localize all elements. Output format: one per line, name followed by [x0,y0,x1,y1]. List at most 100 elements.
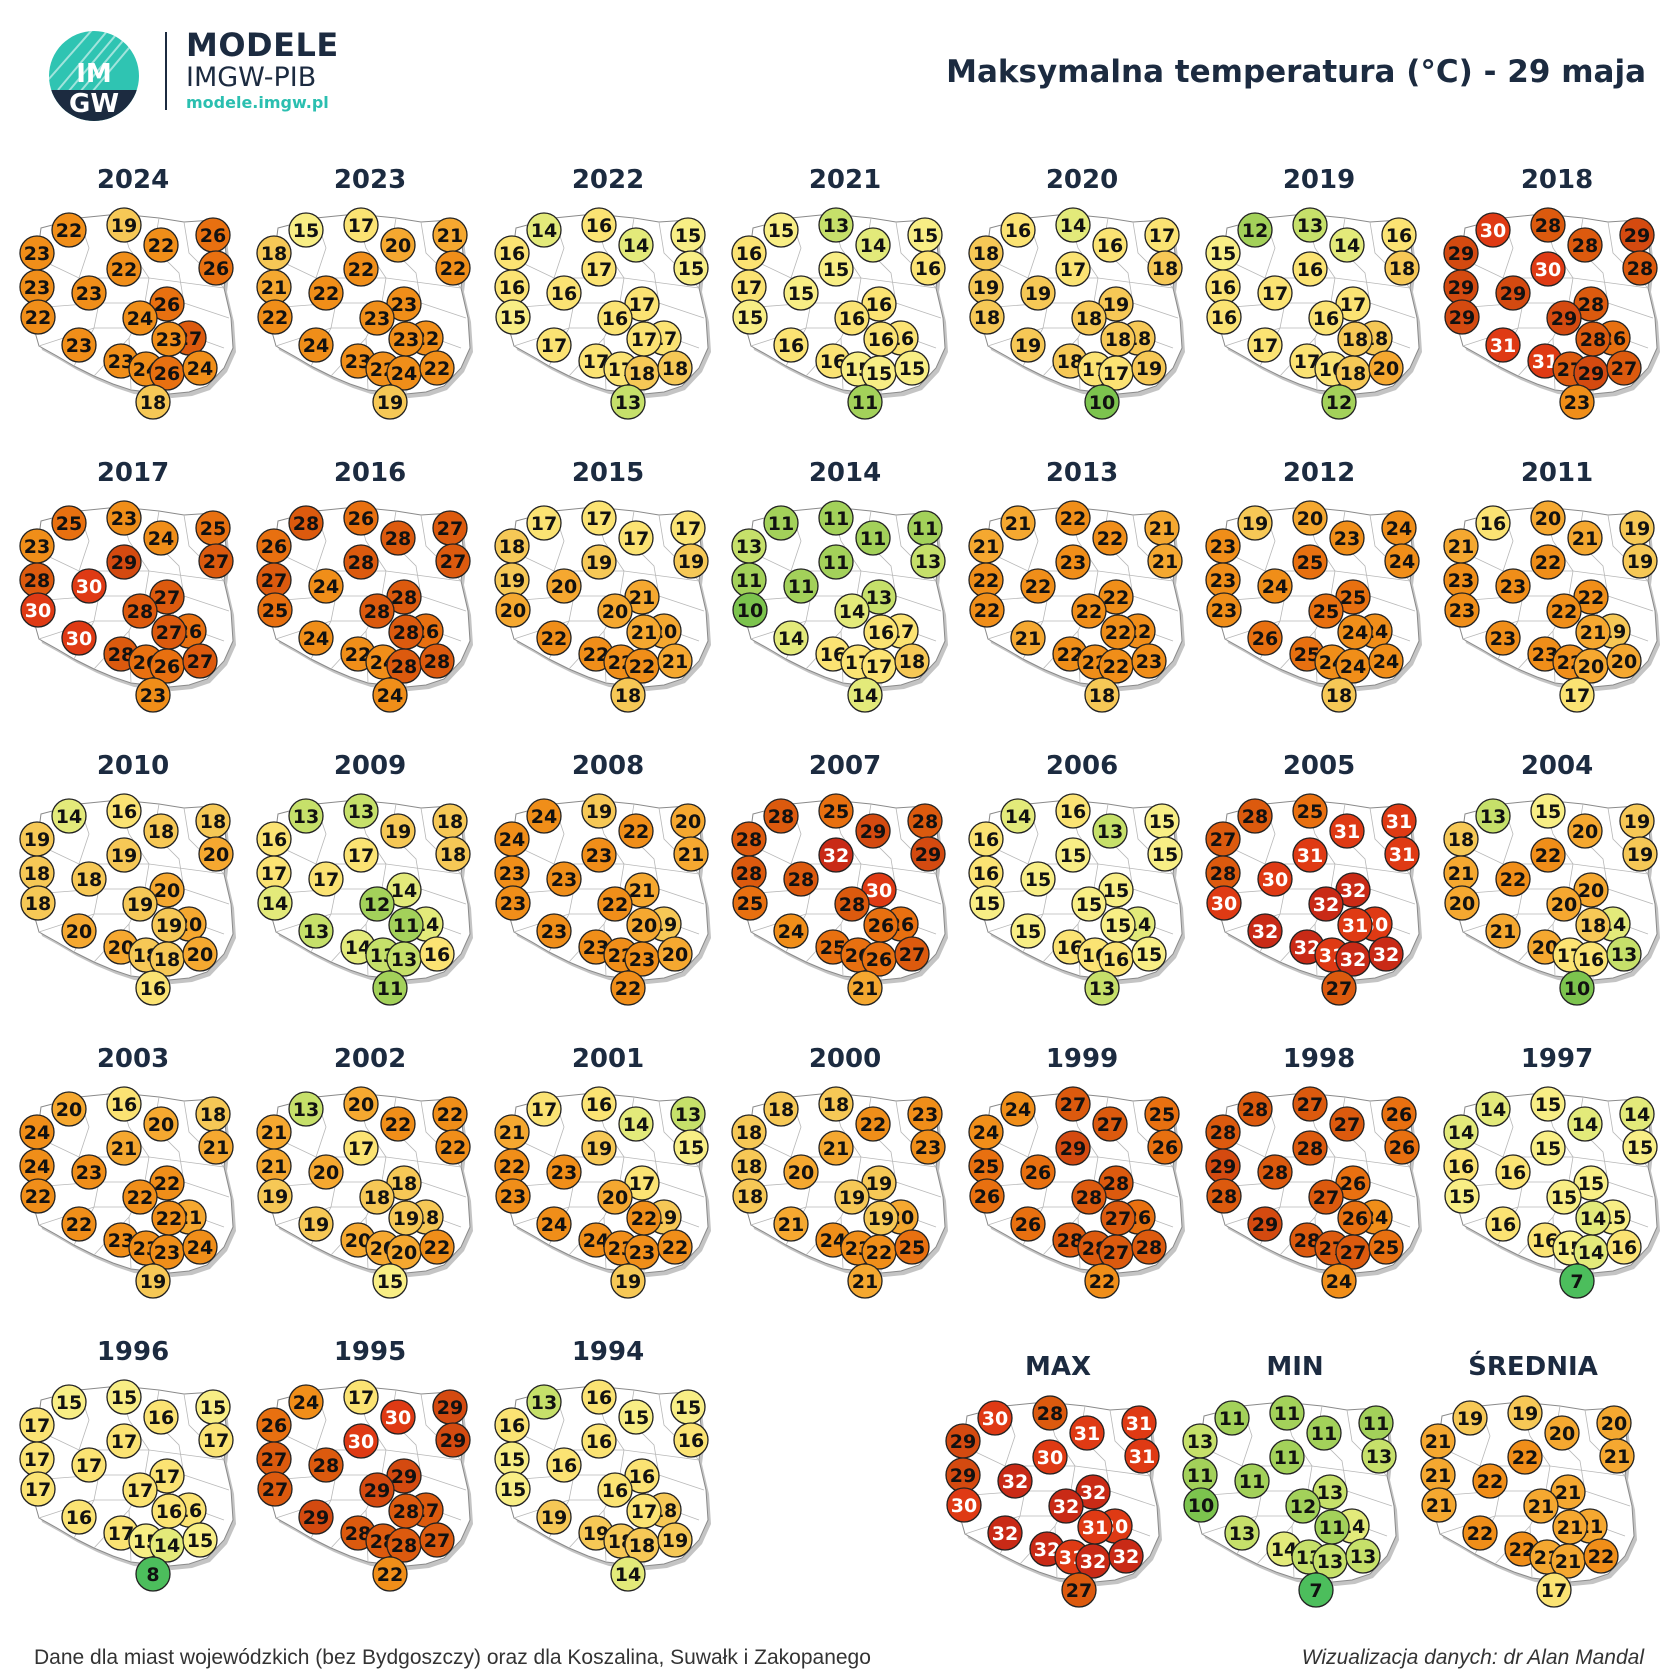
station-value-label: 10 [737,600,763,622]
station-value-label: 22 [860,1114,886,1136]
station-value-label: 14 [1005,806,1031,828]
station-marker [1206,299,1242,335]
station-value-label: 31 [1389,844,1415,866]
station-marker [910,1129,946,1165]
station-value-label: 30 [76,576,102,598]
station-value-label: 29 [437,1397,463,1419]
station-marker [1530,207,1566,243]
station-marker [71,568,107,604]
station-marker [1559,970,1595,1006]
station-marker [1269,1395,1305,1431]
station-value-label: 14 [1572,1114,1598,1136]
station-value-label: 20 [108,937,134,959]
station-value-label: 20 [1611,651,1637,673]
brand-url[interactable]: modele.imgw.pl [186,93,329,112]
station-marker [372,384,408,420]
map-title: 2023 [334,165,406,195]
footer-data-note: Dane dla miast wojewódzkich (bez Bydgosz… [34,1646,871,1669]
station-marker [1530,1130,1566,1166]
station-marker [1485,1206,1521,1242]
station-value-label: 25 [1313,601,1339,623]
station-marker [343,500,379,536]
station-value-label: 23 [111,508,137,530]
station-value-label: 26 [1252,628,1278,650]
station-marker [763,212,799,248]
station-marker [1055,837,1091,873]
station-value-label: 24 [1262,576,1288,598]
station-value-label: 28 [1210,1122,1236,1144]
station-value-label: 15 [788,283,814,305]
station-value-label: 12 [1326,392,1352,414]
station-marker [198,836,234,872]
station-value-label: 21 [678,844,704,866]
station-marker [20,592,56,628]
station-marker [1530,500,1566,536]
station-value-label: 25 [56,513,82,535]
station-value-label: 17 [1340,294,1366,316]
station-value-label: 30 [1480,220,1506,242]
map-title: 1997 [1521,1044,1593,1074]
station-marker [526,505,562,541]
station-value-label: 16 [1103,949,1129,971]
station-value-label: 11 [860,528,886,550]
station-value-label: 11 [788,576,814,598]
station-marker [1010,620,1046,656]
station-value-label: 28 [108,644,134,666]
station-marker [1048,1488,1084,1524]
station-marker [855,1106,891,1142]
station-marker [1321,677,1357,713]
station-value-label: 17 [1149,225,1175,247]
station-value-label: 30 [1262,869,1288,891]
station-value-label: 19 [385,821,411,843]
station-value-label: 13 [1297,215,1323,237]
station-marker [1214,1400,1250,1436]
station-value-label: 23 [154,1242,180,1264]
station-value-label: 16 [1097,235,1123,257]
station-value-label: 18 [1342,329,1368,351]
station-value-label: 23 [156,329,182,351]
station-marker [581,793,617,829]
station-value-label: 23 [76,1162,102,1184]
station-marker [1206,885,1242,921]
station-marker [343,837,379,873]
station-marker [536,620,572,656]
station-marker [380,520,416,556]
station-value-label: 15 [1105,915,1131,937]
station-value-label: 28 [1136,1237,1162,1259]
station-value-label: 17 [629,294,655,316]
station-marker [380,813,416,849]
station-marker [1292,1130,1328,1166]
station-value-label: 16 [602,308,628,330]
station-value-label: 23 [1500,576,1526,598]
station-value-label: 26 [1015,1214,1041,1236]
station-value-label: 16 [839,308,865,330]
station-value-label: 17 [866,656,892,678]
station-value-label: 20 [602,601,628,623]
station-marker [783,1154,819,1190]
station-value-label: 15 [500,307,526,329]
station-marker [597,300,633,336]
station-value-label: 17 [203,1430,229,1452]
station-marker [1084,1263,1120,1299]
station-marker [308,861,344,897]
station-value-label: 14 [56,806,82,828]
station-value-label: 22 [1057,644,1083,666]
station-value-label: 19 [262,1186,288,1208]
station-value-label: 21 [1555,1482,1581,1504]
station-marker [51,798,87,834]
station-marker [581,1379,617,1415]
station-marker [1257,1154,1293,1190]
station-value-label: 28 [1076,1187,1102,1209]
station-value-label: 26 [1342,1208,1368,1230]
station-value-label: 7 [1309,1580,1322,1602]
station-value-label: 22 [127,1187,153,1209]
station-marker [1546,1179,1582,1215]
station-value-label: 16 [586,1431,612,1453]
station-value-label: 17 [127,1480,153,1502]
